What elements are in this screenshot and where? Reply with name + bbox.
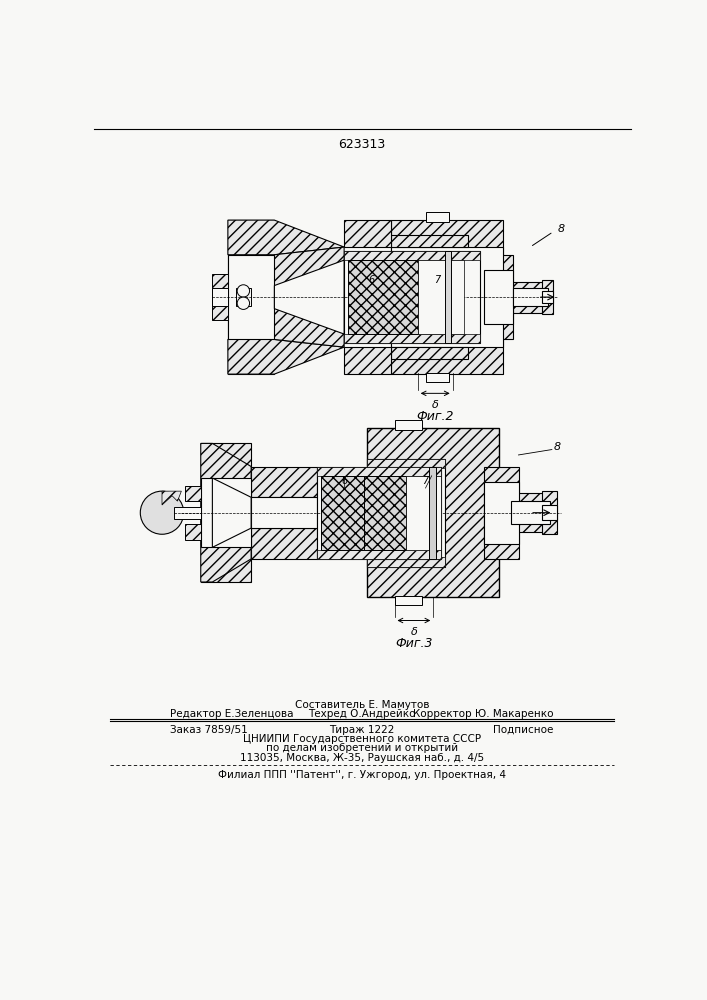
Text: 8: 8 <box>557 224 564 234</box>
Bar <box>228 255 274 339</box>
Bar <box>344 251 480 260</box>
Bar <box>235 288 251 306</box>
Bar <box>542 280 554 314</box>
Text: Подписное: Подписное <box>493 725 554 735</box>
Bar <box>201 443 251 582</box>
Bar <box>317 466 441 559</box>
Bar <box>510 493 549 532</box>
Polygon shape <box>201 443 251 582</box>
Bar <box>484 270 513 324</box>
Polygon shape <box>212 478 251 547</box>
Bar <box>542 291 554 303</box>
Text: 8: 8 <box>554 442 561 452</box>
Bar <box>445 251 451 343</box>
Text: ЦНИИПИ Государственного комитета СССР: ЦНИИПИ Государственного комитета СССР <box>243 734 481 744</box>
Polygon shape <box>228 339 344 374</box>
Bar <box>484 466 518 559</box>
Bar <box>395 596 421 605</box>
Text: 6: 6 <box>341 476 347 486</box>
Bar <box>406 476 441 550</box>
Bar <box>344 251 480 343</box>
Text: Корректор Ю. Макаренко: Корректор Ю. Макаренко <box>413 709 554 719</box>
Bar <box>368 459 445 468</box>
Bar <box>368 428 499 597</box>
Bar <box>391 235 468 247</box>
Text: 113035, Москва, Ж-35, Раушская наб., д. 4/5: 113035, Москва, Ж-35, Раушская наб., д. … <box>240 753 484 763</box>
Polygon shape <box>274 247 344 347</box>
Bar <box>542 491 557 534</box>
Polygon shape <box>162 491 182 505</box>
Text: 7: 7 <box>422 476 428 486</box>
Bar <box>363 476 406 550</box>
Bar <box>418 260 464 334</box>
Bar <box>317 550 441 559</box>
Bar <box>185 486 201 501</box>
Bar <box>513 282 548 312</box>
Bar <box>542 505 557 520</box>
Bar <box>344 334 480 343</box>
Bar <box>321 476 363 550</box>
Bar <box>212 288 228 306</box>
Bar <box>201 478 251 547</box>
Bar <box>391 347 468 359</box>
Circle shape <box>140 491 184 534</box>
Bar <box>513 288 548 306</box>
Bar <box>484 482 518 544</box>
Bar <box>317 466 441 476</box>
Bar <box>251 466 317 497</box>
Bar <box>212 274 228 320</box>
Text: Фиг.3: Фиг.3 <box>395 637 433 650</box>
Text: Фиг.2: Фиг.2 <box>416 410 454 423</box>
Text: 7: 7 <box>434 275 440 285</box>
Bar <box>429 466 436 559</box>
Text: Техред О.Андрейко: Техред О.Андрейко <box>308 709 416 719</box>
Text: Тираж 1222: Тираж 1222 <box>329 725 395 735</box>
Text: 623313: 623313 <box>339 138 385 151</box>
Polygon shape <box>344 220 391 247</box>
Polygon shape <box>274 260 344 334</box>
Bar <box>251 497 317 528</box>
Text: Редактор Е.Зеленцова: Редактор Е.Зеленцова <box>170 709 293 719</box>
Text: Заказ 7859/51: Заказ 7859/51 <box>170 725 247 735</box>
Text: δ: δ <box>411 627 417 637</box>
Circle shape <box>237 285 250 297</box>
Bar <box>251 528 317 559</box>
Bar <box>426 212 449 222</box>
Bar <box>174 507 201 519</box>
Text: Составитель Е. Мамутов: Составитель Е. Мамутов <box>295 700 429 710</box>
Polygon shape <box>391 220 503 374</box>
Bar <box>368 459 445 567</box>
Bar <box>484 255 513 339</box>
Text: 6: 6 <box>368 275 375 285</box>
Bar <box>348 260 418 334</box>
Bar <box>426 373 449 382</box>
Bar <box>391 247 503 347</box>
Bar <box>510 501 549 524</box>
Bar <box>228 220 274 374</box>
Polygon shape <box>344 347 391 374</box>
Circle shape <box>237 297 250 309</box>
Text: по делам изобретений и открытий: по делам изобретений и открытий <box>266 743 458 753</box>
Bar <box>368 557 445 567</box>
Bar <box>395 420 421 430</box>
Polygon shape <box>228 220 344 255</box>
Bar <box>185 524 201 540</box>
Text: Филиал ППП ''Патент'', г. Ужгород, ул. Проектная, 4: Филиал ППП ''Патент'', г. Ужгород, ул. П… <box>218 770 506 780</box>
Text: δ: δ <box>432 400 438 410</box>
